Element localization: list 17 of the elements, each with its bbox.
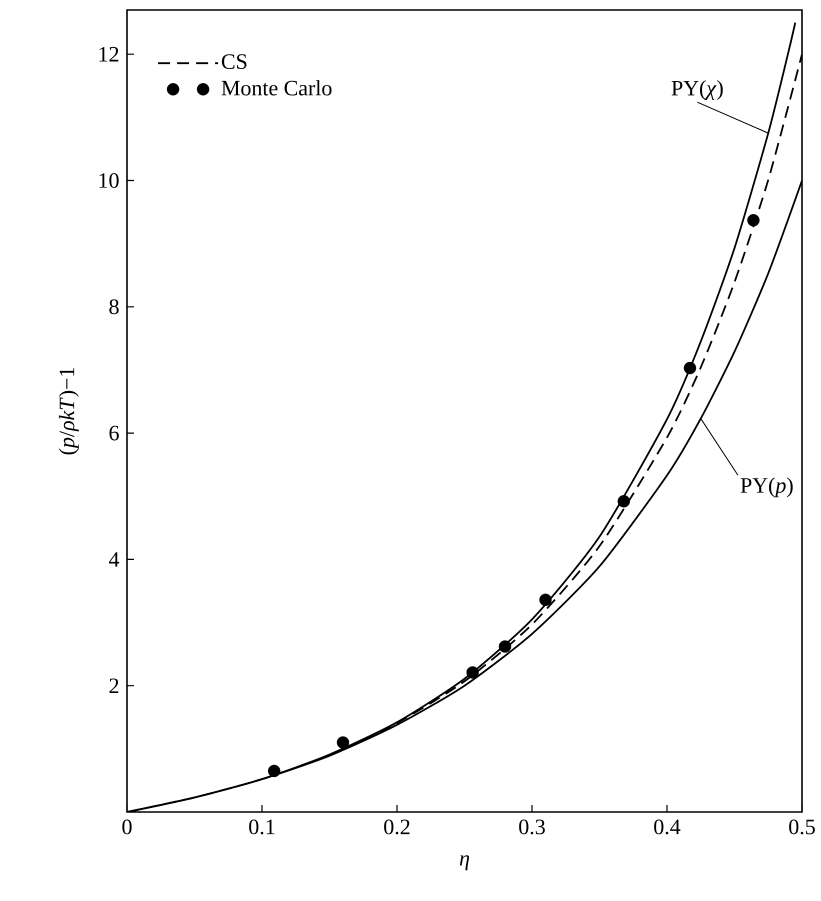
text: PY(χ) (672, 80, 723, 100)
x-axis-title: η (460, 855, 470, 870)
y-tick-label: 10 (100, 173, 119, 188)
x-tick-label: 0.5 (789, 820, 815, 834)
x-tick-label: 0.2 (384, 820, 410, 834)
y-tick-label: 4 (108, 552, 120, 567)
y-tick-label: 6 (109, 426, 119, 440)
text: PY(p) (740, 477, 793, 498)
y-tick-label: 2 (110, 678, 118, 693)
x-tick-label: 0.1 (249, 820, 274, 834)
y-tick-label: 12 (100, 46, 118, 62)
x-tick-label: 0.3 (519, 820, 545, 834)
y-tick-label: 8 (109, 299, 119, 314)
x-tick-label: 0 (122, 820, 132, 834)
legend-label: Monte Carlo (222, 80, 332, 96)
legend-label: CS (222, 54, 246, 70)
x-tick-label: 0.4 (654, 820, 680, 834)
